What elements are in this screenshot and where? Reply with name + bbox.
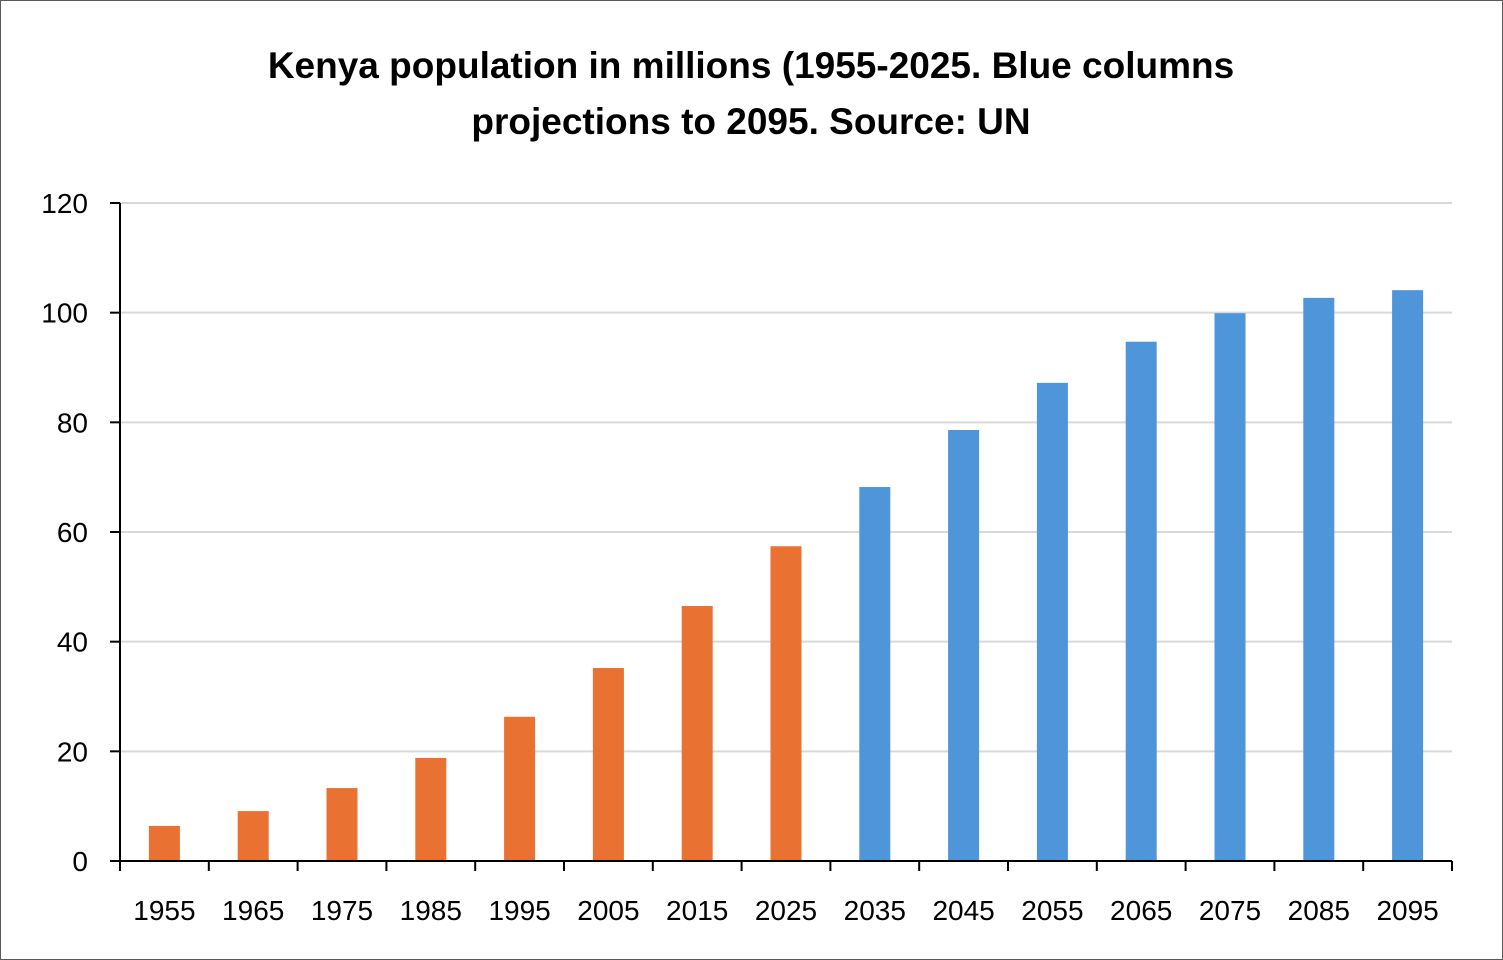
x-tick-label: 2065 bbox=[1110, 895, 1172, 926]
y-tick-label: 60 bbox=[57, 517, 88, 548]
bar-1985 bbox=[415, 757, 447, 861]
x-tick-label: 2095 bbox=[1376, 895, 1438, 926]
bar-2095 bbox=[1392, 290, 1424, 861]
x-tick-label: 2025 bbox=[755, 895, 817, 926]
bar-2055 bbox=[1036, 382, 1068, 861]
x-tick-label: 1955 bbox=[133, 895, 195, 926]
x-tick-label: 1975 bbox=[311, 895, 373, 926]
bars bbox=[148, 290, 1424, 862]
bar-2005 bbox=[592, 667, 624, 861]
tick-labels: 0 20 40 60 80 100 120 1955 1965 1975 1985 1995 2005 2… bbox=[41, 188, 1438, 926]
bar-2065 bbox=[1125, 341, 1157, 861]
y-tick-label: 40 bbox=[57, 627, 88, 658]
bar-2085 bbox=[1303, 297, 1335, 861]
x-tick-label: 2085 bbox=[1288, 895, 1350, 926]
y-tick-label: 0 bbox=[72, 846, 88, 877]
bar-2045 bbox=[948, 430, 980, 861]
x-tick-label: 2075 bbox=[1199, 895, 1261, 926]
x-tick-label: 2035 bbox=[844, 895, 906, 926]
x-tick-label: 2005 bbox=[577, 895, 639, 926]
bar-1975 bbox=[326, 788, 358, 861]
bar-2025 bbox=[770, 546, 802, 861]
x-tick-label: 1995 bbox=[488, 895, 550, 926]
bar-2075 bbox=[1214, 313, 1246, 862]
x-tick-label: 2015 bbox=[666, 895, 728, 926]
y-tick-label: 100 bbox=[41, 298, 88, 329]
y-tick-label: 20 bbox=[57, 736, 88, 767]
x-tick-label: 2045 bbox=[932, 895, 994, 926]
bar-2015 bbox=[681, 606, 713, 861]
bar-2035 bbox=[859, 487, 891, 861]
axes bbox=[110, 202, 1453, 871]
chart-title-line-2: projections to 2095. Source: UN bbox=[471, 101, 1030, 142]
x-tick-label: 2055 bbox=[1021, 895, 1083, 926]
x-tick-label: 1965 bbox=[222, 895, 284, 926]
x-tick-label: 1985 bbox=[400, 895, 462, 926]
chart-title-line-1: Kenya population in millions (1955-2025.… bbox=[268, 45, 1234, 86]
bar-1995 bbox=[504, 716, 536, 861]
bar-1965 bbox=[237, 811, 269, 861]
y-tick-label: 120 bbox=[41, 188, 88, 219]
y-tick-label: 80 bbox=[57, 407, 88, 438]
bar-1955 bbox=[148, 825, 180, 861]
